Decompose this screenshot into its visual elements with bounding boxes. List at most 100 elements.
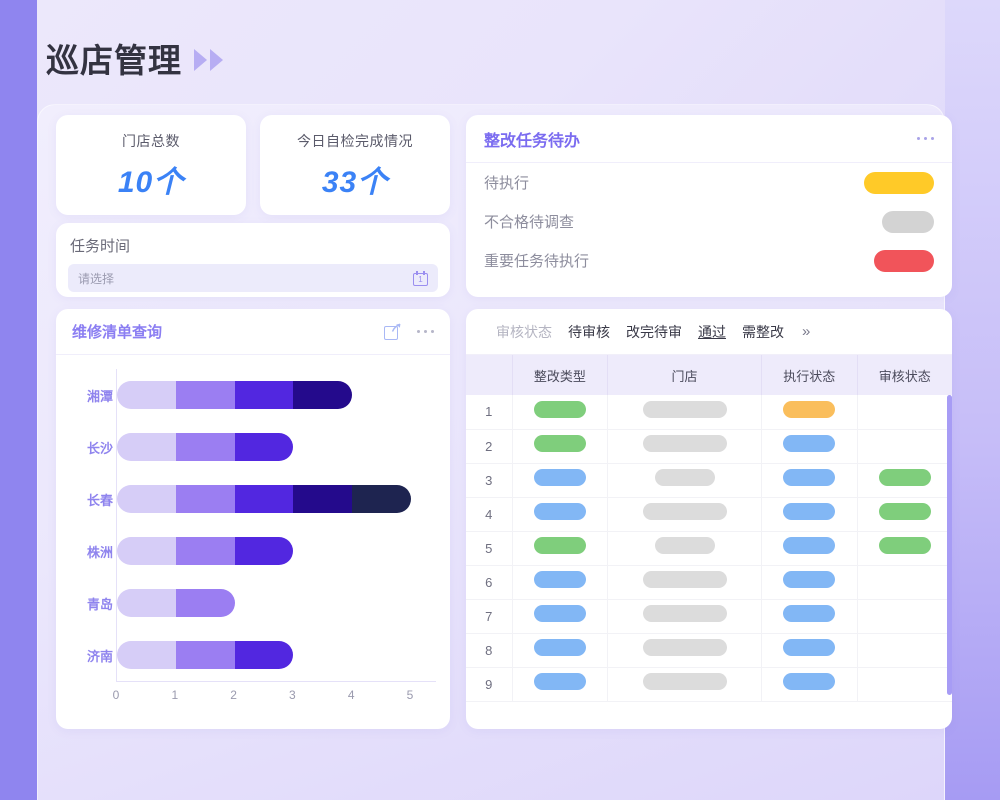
table-scrollbar[interactable] xyxy=(947,395,952,695)
chart-x-tick: 2 xyxy=(230,688,237,702)
table-cell-type xyxy=(512,633,609,668)
cell-status-pill xyxy=(533,537,586,554)
table-cell-type xyxy=(512,395,609,430)
table-row-index: 6 xyxy=(466,565,513,600)
chart-category-label: 长春 xyxy=(86,492,113,508)
table-cell-type xyxy=(512,599,609,634)
cell-status-pill xyxy=(642,571,727,588)
table-cell-audit xyxy=(857,667,952,702)
filter-tab-2[interactable]: 通过 xyxy=(698,323,726,340)
chart-x-tick: 5 xyxy=(406,688,414,702)
chart-bar-segment xyxy=(175,537,235,565)
todo-row[interactable]: 重要任务待执行 xyxy=(466,241,952,280)
ellipsis-icon[interactable] xyxy=(916,136,934,141)
table-cell-audit xyxy=(857,565,952,600)
chart-stacked-bar[interactable] xyxy=(117,589,235,617)
table-cell-audit xyxy=(857,633,952,668)
table-cell-type xyxy=(512,667,609,702)
table-row[interactable]: 3 xyxy=(466,463,952,498)
table-row-index: 2 xyxy=(466,429,513,464)
chart-stacked-bar[interactable] xyxy=(117,433,294,461)
cell-status-pill xyxy=(878,503,931,520)
chart-stacked-bar[interactable] xyxy=(117,485,411,513)
chart-card-title: 维修清单查询 xyxy=(72,324,163,341)
table-cell-type xyxy=(512,429,609,464)
cell-status-pill xyxy=(654,469,715,486)
table-row[interactable]: 6 xyxy=(466,565,952,600)
chart-x-tick: 3 xyxy=(289,688,296,702)
todo-status-pill xyxy=(882,210,934,233)
table-cell-exec xyxy=(761,565,858,600)
filter-tab-1[interactable]: 改完待审 xyxy=(626,323,682,340)
table-cell-store xyxy=(607,633,762,668)
cell-status-pill xyxy=(642,435,727,452)
table-cell-audit xyxy=(857,429,952,464)
cell-status-pill xyxy=(533,571,586,588)
table-cell-store xyxy=(607,667,762,702)
table-header-index xyxy=(466,355,513,395)
cell-status-pill xyxy=(533,469,586,486)
chart-bar-row: 济南 xyxy=(87,641,294,669)
chart-bar-segment xyxy=(175,641,235,669)
table-row[interactable]: 2 xyxy=(466,429,952,464)
table-cell-store xyxy=(607,531,762,566)
table-cell-exec xyxy=(761,667,858,702)
calendar-day: 1 xyxy=(418,274,423,284)
chart-x-tick: 4 xyxy=(347,688,355,702)
table-cell-type xyxy=(512,497,609,532)
table-cell-store xyxy=(607,463,762,498)
table-row-index: 4 xyxy=(466,497,513,532)
todo-row[interactable]: 不合格待调查 xyxy=(466,202,952,241)
table-row[interactable]: 8 xyxy=(466,633,952,668)
ellipsis-icon[interactable] xyxy=(416,329,434,334)
cell-status-pill xyxy=(642,673,727,690)
table-row[interactable]: 4 xyxy=(466,497,952,532)
audit-status-filter-bar: 审核状态 待审核 改完待审 通过 需整改 » xyxy=(466,309,952,355)
chart-bar-row: 长春 xyxy=(87,485,411,513)
filter-more-icon[interactable]: » xyxy=(802,323,811,340)
chart-body: 湘潭 长沙 长春 株洲 青岛 济南 0 1 2 3 4 5 xyxy=(56,355,450,729)
table-row[interactable]: 5 xyxy=(466,531,952,566)
chart-bar-segment xyxy=(234,641,294,669)
table-cell-audit xyxy=(857,463,952,498)
chart-bar-segment xyxy=(352,485,411,513)
table-cell-exec xyxy=(761,497,858,532)
cell-status-pill xyxy=(783,537,836,554)
chart-x-axis: 0 1 2 3 4 5 xyxy=(113,681,436,707)
table-row[interactable]: 7 xyxy=(466,599,952,634)
todo-status-pill xyxy=(874,249,934,272)
calendar-icon[interactable]: 1 xyxy=(413,270,428,286)
todo-row[interactable]: 待执行 xyxy=(466,163,952,202)
chart-stacked-bar[interactable] xyxy=(117,641,294,669)
table-cell-exec xyxy=(761,633,858,668)
table-cell-store xyxy=(607,429,762,464)
table-row-index: 8 xyxy=(466,633,513,668)
filter-tab-3[interactable]: 需整改 xyxy=(742,323,784,340)
export-icon[interactable] xyxy=(383,323,401,340)
stat-label: 门店总数 xyxy=(122,133,180,149)
table-header-cell: 审核状态 xyxy=(857,355,952,395)
chart-stacked-bar[interactable] xyxy=(117,381,353,409)
cell-status-pill xyxy=(533,435,586,452)
table-header-cell: 整改类型 xyxy=(512,355,609,395)
cell-status-pill xyxy=(533,673,586,690)
task-time-date-input[interactable]: 请选择 1 xyxy=(68,264,438,292)
task-time-label: 任务时间 xyxy=(70,238,131,255)
chart-bar-segment xyxy=(175,485,235,513)
rectification-todo-card: 整改任务待办 待执行 不合格待调查 重要任务待执行 xyxy=(466,115,952,297)
chart-category-label: 株洲 xyxy=(86,544,113,560)
table-row[interactable]: 1 xyxy=(466,395,952,430)
table-cell-exec xyxy=(761,429,858,464)
chart-category-label: 湘潭 xyxy=(86,388,113,404)
chart-stacked-bar[interactable] xyxy=(117,537,294,565)
chart-bar-segment xyxy=(293,485,353,513)
page-title-text: 巡店管理 xyxy=(46,42,182,79)
cell-status-pill xyxy=(878,537,931,554)
filter-tab-0[interactable]: 待审核 xyxy=(568,323,610,340)
table-row[interactable]: 9 xyxy=(466,667,952,702)
cell-status-pill xyxy=(533,503,586,520)
table-cell-audit xyxy=(857,599,952,634)
chart-bar-segment xyxy=(117,485,176,513)
cell-status-pill xyxy=(642,605,727,622)
